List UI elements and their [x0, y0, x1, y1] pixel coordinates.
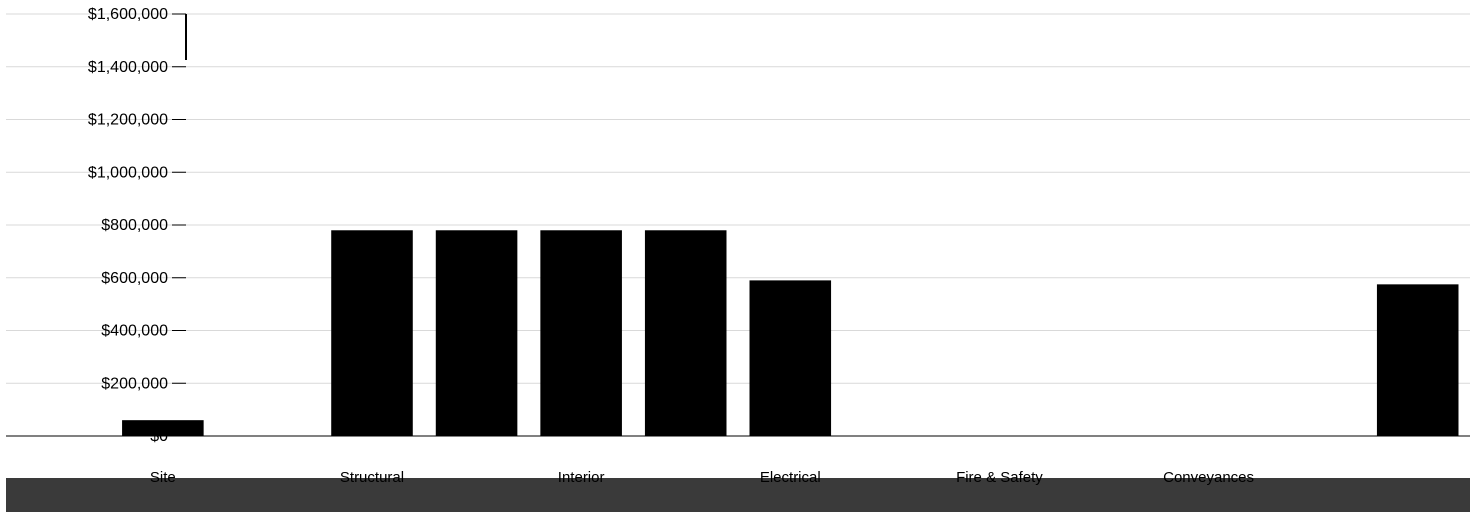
bars — [122, 230, 1459, 436]
bar-structural — [331, 230, 413, 436]
axes — [6, 13, 1470, 512]
x-tick-label: Fire & Safety — [956, 469, 1043, 486]
y-tick-label: $200,000 — [101, 375, 168, 392]
bar-electrical — [749, 280, 832, 436]
tick-labels: $0 $200,000 $400,000 $600,000 $800,000 $1,000… — [88, 6, 1254, 486]
y-tick-label: $0 — [150, 428, 168, 445]
y-tick-label: $800,000 — [101, 217, 168, 234]
y-tick-label: $1,600,000 — [88, 6, 168, 23]
y-tick-label: $1,400,000 — [88, 59, 168, 76]
x-tick-label: Interior — [558, 469, 605, 486]
x-tick-label: Conveyances — [1163, 469, 1254, 486]
gridlines — [6, 13, 1470, 437]
x-tick-label: Electrical — [760, 469, 821, 486]
y-tick-label: $1,200,000 — [88, 112, 168, 129]
y-tick-label: $600,000 — [101, 270, 168, 287]
bar-interior — [540, 230, 622, 436]
bar-special — [1376, 284, 1459, 436]
bar-mechanical — [435, 230, 518, 436]
y-tick-label: $1,000,000 — [88, 164, 168, 181]
footer-band — [6, 478, 1470, 512]
y-tick-label: $400,000 — [101, 323, 168, 340]
bar-plumbing — [644, 230, 727, 436]
x-tick-label: Structural — [340, 469, 404, 486]
x-tick-label: Site — [150, 469, 176, 486]
bar-site — [122, 420, 204, 436]
